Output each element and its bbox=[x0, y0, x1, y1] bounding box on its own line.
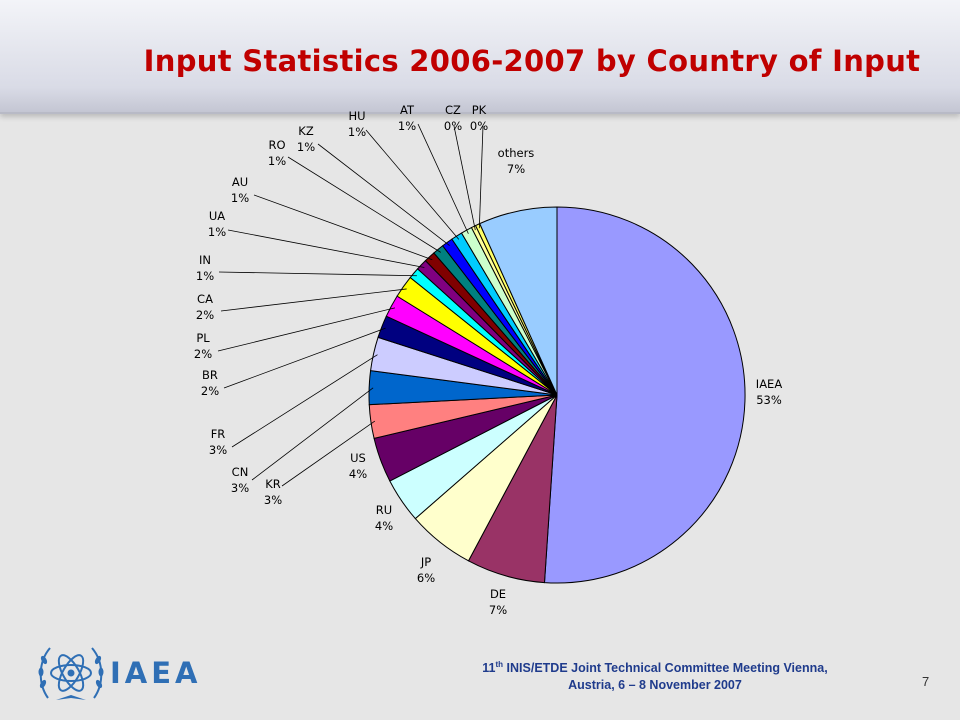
slice-value-iaea: 53% bbox=[756, 393, 782, 407]
slice-value-others: 7% bbox=[507, 162, 525, 176]
pie-slice-iaea bbox=[543, 206, 746, 584]
slice-name-pl: PL bbox=[196, 331, 210, 345]
slice-name-us: US bbox=[350, 451, 366, 465]
slice-value-at: 1% bbox=[398, 119, 416, 133]
footer-line2: Austria, 6 – 8 November 2007 bbox=[568, 678, 742, 693]
slice-label-kr: KR 3% bbox=[264, 477, 282, 507]
slice-value-hu: 1% bbox=[348, 125, 366, 139]
slice-name-kz: KZ bbox=[298, 124, 314, 138]
leader-line-cn bbox=[251, 387, 374, 481]
footer-line1-sup: th bbox=[495, 660, 504, 669]
leader-line-ro bbox=[287, 156, 441, 253]
slice-label-pl: PL 2% bbox=[194, 331, 212, 361]
slice-name-fr: FR bbox=[211, 427, 226, 441]
slice-name-kr: KR bbox=[265, 477, 281, 491]
leader-line-ca bbox=[220, 288, 407, 312]
slice-value-ru: 4% bbox=[375, 519, 393, 533]
leader-line-au bbox=[253, 194, 433, 261]
slice-name-de: DE bbox=[490, 587, 506, 601]
slice-label-de: DE 7% bbox=[489, 587, 507, 617]
slice-value-au: 1% bbox=[231, 191, 249, 205]
slice-value-ua: 1% bbox=[208, 225, 226, 239]
logo-text: IAEA bbox=[110, 656, 202, 690]
leader-line-kr bbox=[281, 420, 376, 487]
slice-name-jp: JP bbox=[420, 555, 431, 569]
slice-value-kz: 1% bbox=[297, 140, 315, 154]
slice-value-pl: 2% bbox=[194, 347, 212, 361]
slice-label-ca: CA 2% bbox=[196, 292, 214, 322]
leader-line-in bbox=[218, 271, 417, 277]
leader-line-cz bbox=[453, 125, 476, 231]
slice-name-ua: UA bbox=[209, 209, 225, 223]
slice-label-ru: RU 4% bbox=[375, 503, 393, 533]
slice-name-pk: PK bbox=[472, 103, 487, 117]
slice-label-jp: JP 6% bbox=[417, 555, 435, 585]
slice-label-hu: HU 1% bbox=[348, 109, 366, 139]
slice-value-cn: 3% bbox=[231, 481, 249, 495]
slice-name-ca: CA bbox=[197, 292, 213, 306]
leader-line-fr bbox=[231, 354, 378, 448]
leader-line-pk bbox=[478, 125, 484, 229]
title-band bbox=[0, 0, 960, 114]
atom-laurel-icon bbox=[38, 647, 104, 700]
slice-name-at: AT bbox=[400, 103, 415, 117]
slice-label-in: IN 1% bbox=[196, 253, 214, 283]
page-number: 7 bbox=[922, 674, 930, 689]
slice-label-au: AU 1% bbox=[231, 175, 249, 205]
slice-name-br: BR bbox=[202, 368, 218, 382]
leader-line-kz bbox=[317, 143, 450, 246]
slice-name-hu: HU bbox=[348, 109, 365, 123]
slice-name-others: others bbox=[498, 146, 535, 160]
slice-name-ru: RU bbox=[376, 503, 392, 517]
slice-name-cz: CZ bbox=[445, 103, 461, 117]
slice-label-at: AT 1% bbox=[398, 103, 416, 133]
slice-label-fr: FR 3% bbox=[209, 427, 227, 457]
leader-line-hu bbox=[365, 129, 460, 240]
slice-label-ro: RO 1% bbox=[268, 138, 286, 168]
leader-line-at bbox=[417, 123, 469, 234]
slice-label-cz: CZ 0% bbox=[444, 103, 462, 133]
slice-label-pk: PK 0% bbox=[470, 103, 488, 133]
slice-value-us: 4% bbox=[349, 467, 367, 481]
slice-value-ro: 1% bbox=[268, 154, 286, 168]
footer-line1-post: INIS/ETDE Joint Technical Committee Meet… bbox=[503, 661, 828, 676]
slice-name-ro: RO bbox=[268, 138, 285, 152]
slice-label-us: US 4% bbox=[349, 451, 367, 481]
slice-label-br: BR 2% bbox=[201, 368, 219, 398]
slice-name-in: IN bbox=[199, 253, 211, 267]
slice-name-cn: CN bbox=[232, 465, 249, 479]
slice-value-in: 1% bbox=[196, 269, 214, 283]
slice-label-ua: UA 1% bbox=[208, 209, 226, 239]
slice-name-au: AU bbox=[232, 175, 248, 189]
slice-label-iaea: IAEA 53% bbox=[756, 377, 783, 407]
slice-name-iaea: IAEA bbox=[756, 377, 783, 391]
slice-value-br: 2% bbox=[201, 384, 219, 398]
slice-value-kr: 3% bbox=[264, 493, 282, 507]
slice-value-jp: 6% bbox=[417, 571, 435, 585]
slice-value-pk: 0% bbox=[470, 119, 488, 133]
slice-value-cz: 0% bbox=[444, 119, 462, 133]
leader-line-ua bbox=[227, 229, 425, 268]
footer-text: 11th INIS/ETDE Joint Technical Committee… bbox=[440, 656, 870, 694]
slice-label-others: others 7% bbox=[498, 146, 535, 176]
leader-line-pl bbox=[217, 307, 396, 352]
slice-label-cn: CN 3% bbox=[231, 465, 249, 495]
slice-value-de: 7% bbox=[489, 603, 507, 617]
slice-label-kz: KZ 1% bbox=[297, 124, 315, 154]
slide-title: Input Statistics 2006-2007 by Country of… bbox=[143, 44, 921, 78]
slice-value-ca: 2% bbox=[196, 308, 214, 322]
slice-value-fr: 3% bbox=[209, 443, 227, 457]
leader-line-br bbox=[223, 327, 386, 389]
footer-line1-pre: 11 bbox=[482, 661, 496, 676]
iaea-logo: IAEA bbox=[36, 640, 236, 710]
